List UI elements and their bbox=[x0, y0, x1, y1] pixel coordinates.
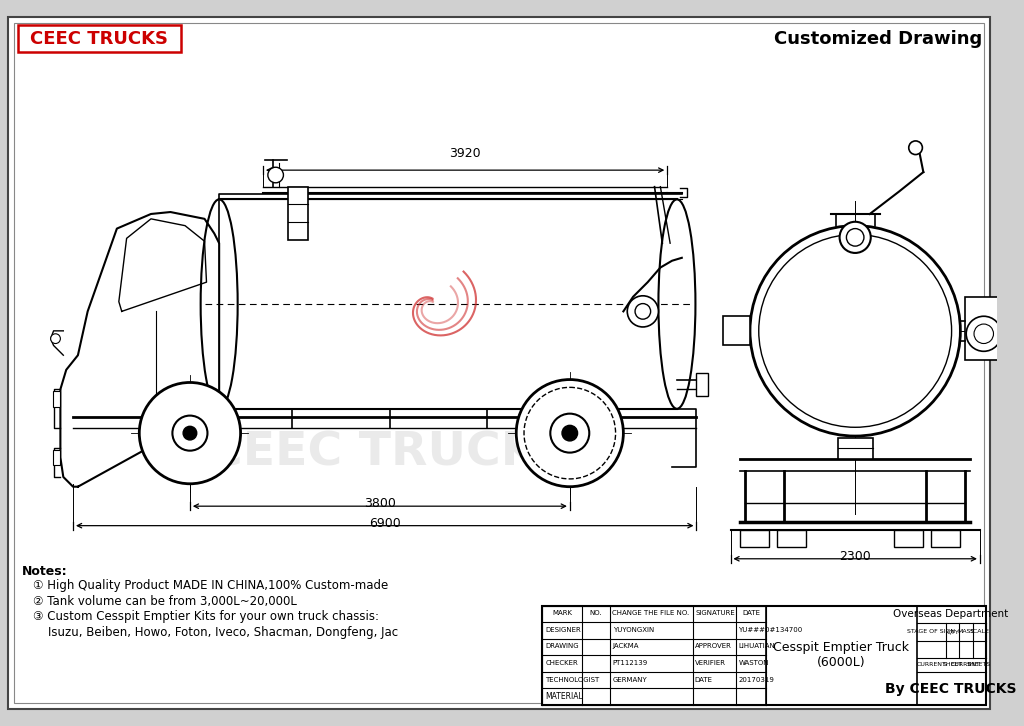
Text: CEEC TRUCKS: CEEC TRUCKS bbox=[31, 30, 168, 48]
Bar bbox=[17, 25, 181, 52]
Bar bbox=[696, 372, 709, 396]
Circle shape bbox=[908, 141, 923, 155]
Circle shape bbox=[50, 334, 60, 343]
Text: 3920: 3920 bbox=[450, 147, 481, 160]
Text: DRAWING: DRAWING bbox=[546, 643, 579, 650]
Bar bbox=[894, 529, 924, 547]
Text: ③ Custom Cesspit Emptier Kits for your own truck chassis:: ③ Custom Cesspit Emptier Kits for your o… bbox=[33, 611, 379, 624]
Text: YUYONGXIN: YUYONGXIN bbox=[612, 627, 654, 633]
Text: MASS: MASS bbox=[957, 629, 975, 635]
Ellipse shape bbox=[201, 200, 238, 409]
Text: PT112139: PT112139 bbox=[612, 660, 648, 666]
Text: VERIFIER: VERIFIER bbox=[694, 660, 725, 666]
Text: MATERIAL: MATERIAL bbox=[546, 692, 584, 701]
Text: GERMANY: GERMANY bbox=[612, 677, 647, 682]
Circle shape bbox=[635, 303, 650, 319]
Text: CEEC TRUCKS: CEEC TRUCKS bbox=[208, 430, 571, 475]
Circle shape bbox=[550, 414, 589, 452]
Text: APPROVER: APPROVER bbox=[694, 643, 731, 650]
Circle shape bbox=[183, 426, 197, 440]
Text: CHANGE THE FILE NO.: CHANGE THE FILE NO. bbox=[612, 611, 689, 616]
Text: CHECKER: CHECKER bbox=[546, 660, 579, 666]
Text: Overseas Department: Overseas Department bbox=[894, 609, 1009, 619]
Text: LIHUATIAN: LIHUATIAN bbox=[738, 643, 775, 650]
Bar bbox=[542, 605, 986, 705]
Text: CURRENT: CURRENT bbox=[916, 662, 946, 667]
Bar bbox=[52, 391, 60, 407]
Circle shape bbox=[840, 221, 870, 253]
Text: 6900: 6900 bbox=[369, 517, 400, 529]
Text: MARK: MARK bbox=[552, 611, 572, 616]
Text: DATE: DATE bbox=[742, 611, 760, 616]
Bar bbox=[966, 297, 1002, 360]
Bar bbox=[838, 438, 872, 460]
Circle shape bbox=[172, 415, 208, 451]
Text: Cesspit Emptier Truck
(6000L): Cesspit Emptier Truck (6000L) bbox=[773, 641, 909, 669]
Circle shape bbox=[139, 383, 241, 484]
Bar bbox=[219, 200, 677, 409]
Text: 3800: 3800 bbox=[364, 497, 396, 510]
Text: 2300: 2300 bbox=[840, 550, 871, 563]
Text: ① High Quality Product MADE IN CHINA,100% Custom-made: ① High Quality Product MADE IN CHINA,100… bbox=[33, 579, 388, 592]
Bar bbox=[723, 317, 750, 346]
Text: CURRENT: CURRENT bbox=[951, 662, 981, 667]
Text: ② Tank volume can be from 3,000L~20,000L: ② Tank volume can be from 3,000L~20,000L bbox=[33, 595, 297, 608]
Bar bbox=[289, 187, 308, 240]
Text: TECHNOLOGIST: TECHNOLOGIST bbox=[546, 677, 600, 682]
Text: QTY: QTY bbox=[946, 629, 958, 635]
Bar bbox=[931, 529, 961, 547]
Text: WASTON: WASTON bbox=[738, 660, 769, 666]
Text: Customized Drawing: Customized Drawing bbox=[773, 30, 982, 48]
Circle shape bbox=[268, 167, 284, 183]
Bar bbox=[52, 449, 60, 465]
Text: SHEET: SHEET bbox=[942, 662, 963, 667]
Text: Isuzu, Beiben, Howo, Foton, Iveco, Shacman, Dongfeng, Jac: Isuzu, Beiben, Howo, Foton, Iveco, Shacm… bbox=[33, 626, 398, 639]
Text: SIGNATURE: SIGNATURE bbox=[695, 611, 735, 616]
Text: SHEETS: SHEETS bbox=[967, 662, 991, 667]
Circle shape bbox=[628, 295, 658, 327]
Text: YU###0#134700: YU###0#134700 bbox=[738, 627, 803, 633]
Bar bbox=[777, 529, 807, 547]
Circle shape bbox=[750, 226, 961, 436]
Text: DESIGNER: DESIGNER bbox=[546, 627, 582, 633]
Circle shape bbox=[516, 380, 624, 486]
Text: STAGE OF SIGN: STAGE OF SIGN bbox=[907, 629, 955, 635]
Circle shape bbox=[847, 229, 864, 246]
Text: By CEEC TRUCKS: By CEEC TRUCKS bbox=[886, 682, 1017, 696]
Circle shape bbox=[562, 425, 578, 441]
Text: NO.: NO. bbox=[590, 611, 602, 616]
Text: 20170319: 20170319 bbox=[738, 677, 774, 682]
Text: DATE: DATE bbox=[694, 677, 713, 682]
Ellipse shape bbox=[658, 200, 695, 409]
Text: SCALE: SCALE bbox=[969, 629, 989, 635]
Text: JACKMA: JACKMA bbox=[612, 643, 639, 650]
Bar bbox=[740, 529, 769, 547]
Circle shape bbox=[967, 317, 1001, 351]
Text: Notes:: Notes: bbox=[22, 565, 67, 578]
